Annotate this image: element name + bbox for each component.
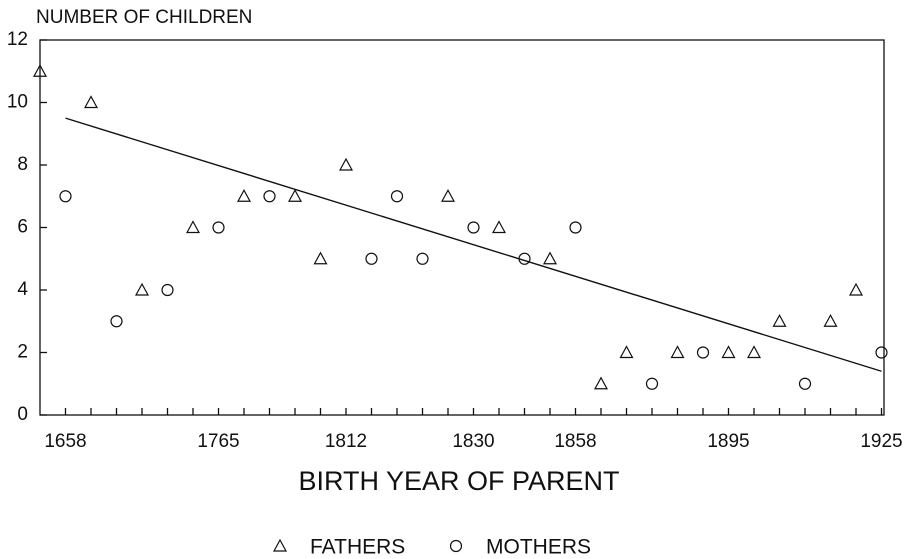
point xyxy=(670,345,685,359)
point xyxy=(416,252,429,265)
x-tick-label: 1812 xyxy=(325,431,367,452)
y-tick-label: 2 xyxy=(17,342,28,363)
x-tick-label: 1895 xyxy=(707,431,749,452)
point xyxy=(518,252,531,265)
point xyxy=(696,346,710,359)
y-tick-label: 0 xyxy=(17,404,28,425)
point xyxy=(569,221,582,234)
point xyxy=(32,63,48,77)
x-tick-label: 1858 xyxy=(554,431,596,452)
x-tick-label: 1925 xyxy=(860,431,902,452)
point xyxy=(721,345,736,359)
point xyxy=(263,190,276,203)
x-tick-label: 1658 xyxy=(44,431,86,452)
legend-marker xyxy=(272,538,288,552)
point xyxy=(185,220,201,234)
point xyxy=(338,157,354,171)
point xyxy=(645,377,659,390)
point xyxy=(236,188,252,202)
point xyxy=(798,377,812,390)
point xyxy=(593,376,609,390)
x-tick-label: 1830 xyxy=(452,431,494,452)
point xyxy=(542,251,558,265)
point xyxy=(110,315,123,328)
point xyxy=(365,252,378,265)
point xyxy=(619,345,634,359)
y-tick-label: 8 xyxy=(17,154,28,175)
point xyxy=(823,313,838,327)
y-tick-label: 12 xyxy=(7,29,28,50)
point xyxy=(848,282,864,296)
point xyxy=(772,313,787,327)
point xyxy=(161,283,174,297)
plot-frame xyxy=(39,39,885,416)
x-tick-label: 1765 xyxy=(197,431,239,452)
legend-label: MOTHERS xyxy=(486,536,591,559)
y-tick-label: 10 xyxy=(7,92,28,113)
point xyxy=(83,95,99,109)
point xyxy=(440,188,456,202)
legend-label: FATHERS xyxy=(310,536,405,559)
point xyxy=(287,188,303,202)
point xyxy=(746,345,762,359)
point xyxy=(313,251,328,265)
y-axis-title: NUMBER OF CHILDREN xyxy=(36,7,252,28)
x-axis-title: BIRTH YEAR OF PARENT xyxy=(298,466,619,496)
trend-line xyxy=(65,117,882,372)
point xyxy=(467,221,480,234)
y-tick-label: 6 xyxy=(17,217,28,238)
point xyxy=(134,282,150,296)
point xyxy=(875,346,888,359)
point xyxy=(390,190,404,203)
point xyxy=(212,221,225,234)
y-tick-label: 4 xyxy=(17,279,28,300)
point xyxy=(491,220,507,234)
legend-marker xyxy=(449,539,463,553)
point xyxy=(59,190,72,203)
